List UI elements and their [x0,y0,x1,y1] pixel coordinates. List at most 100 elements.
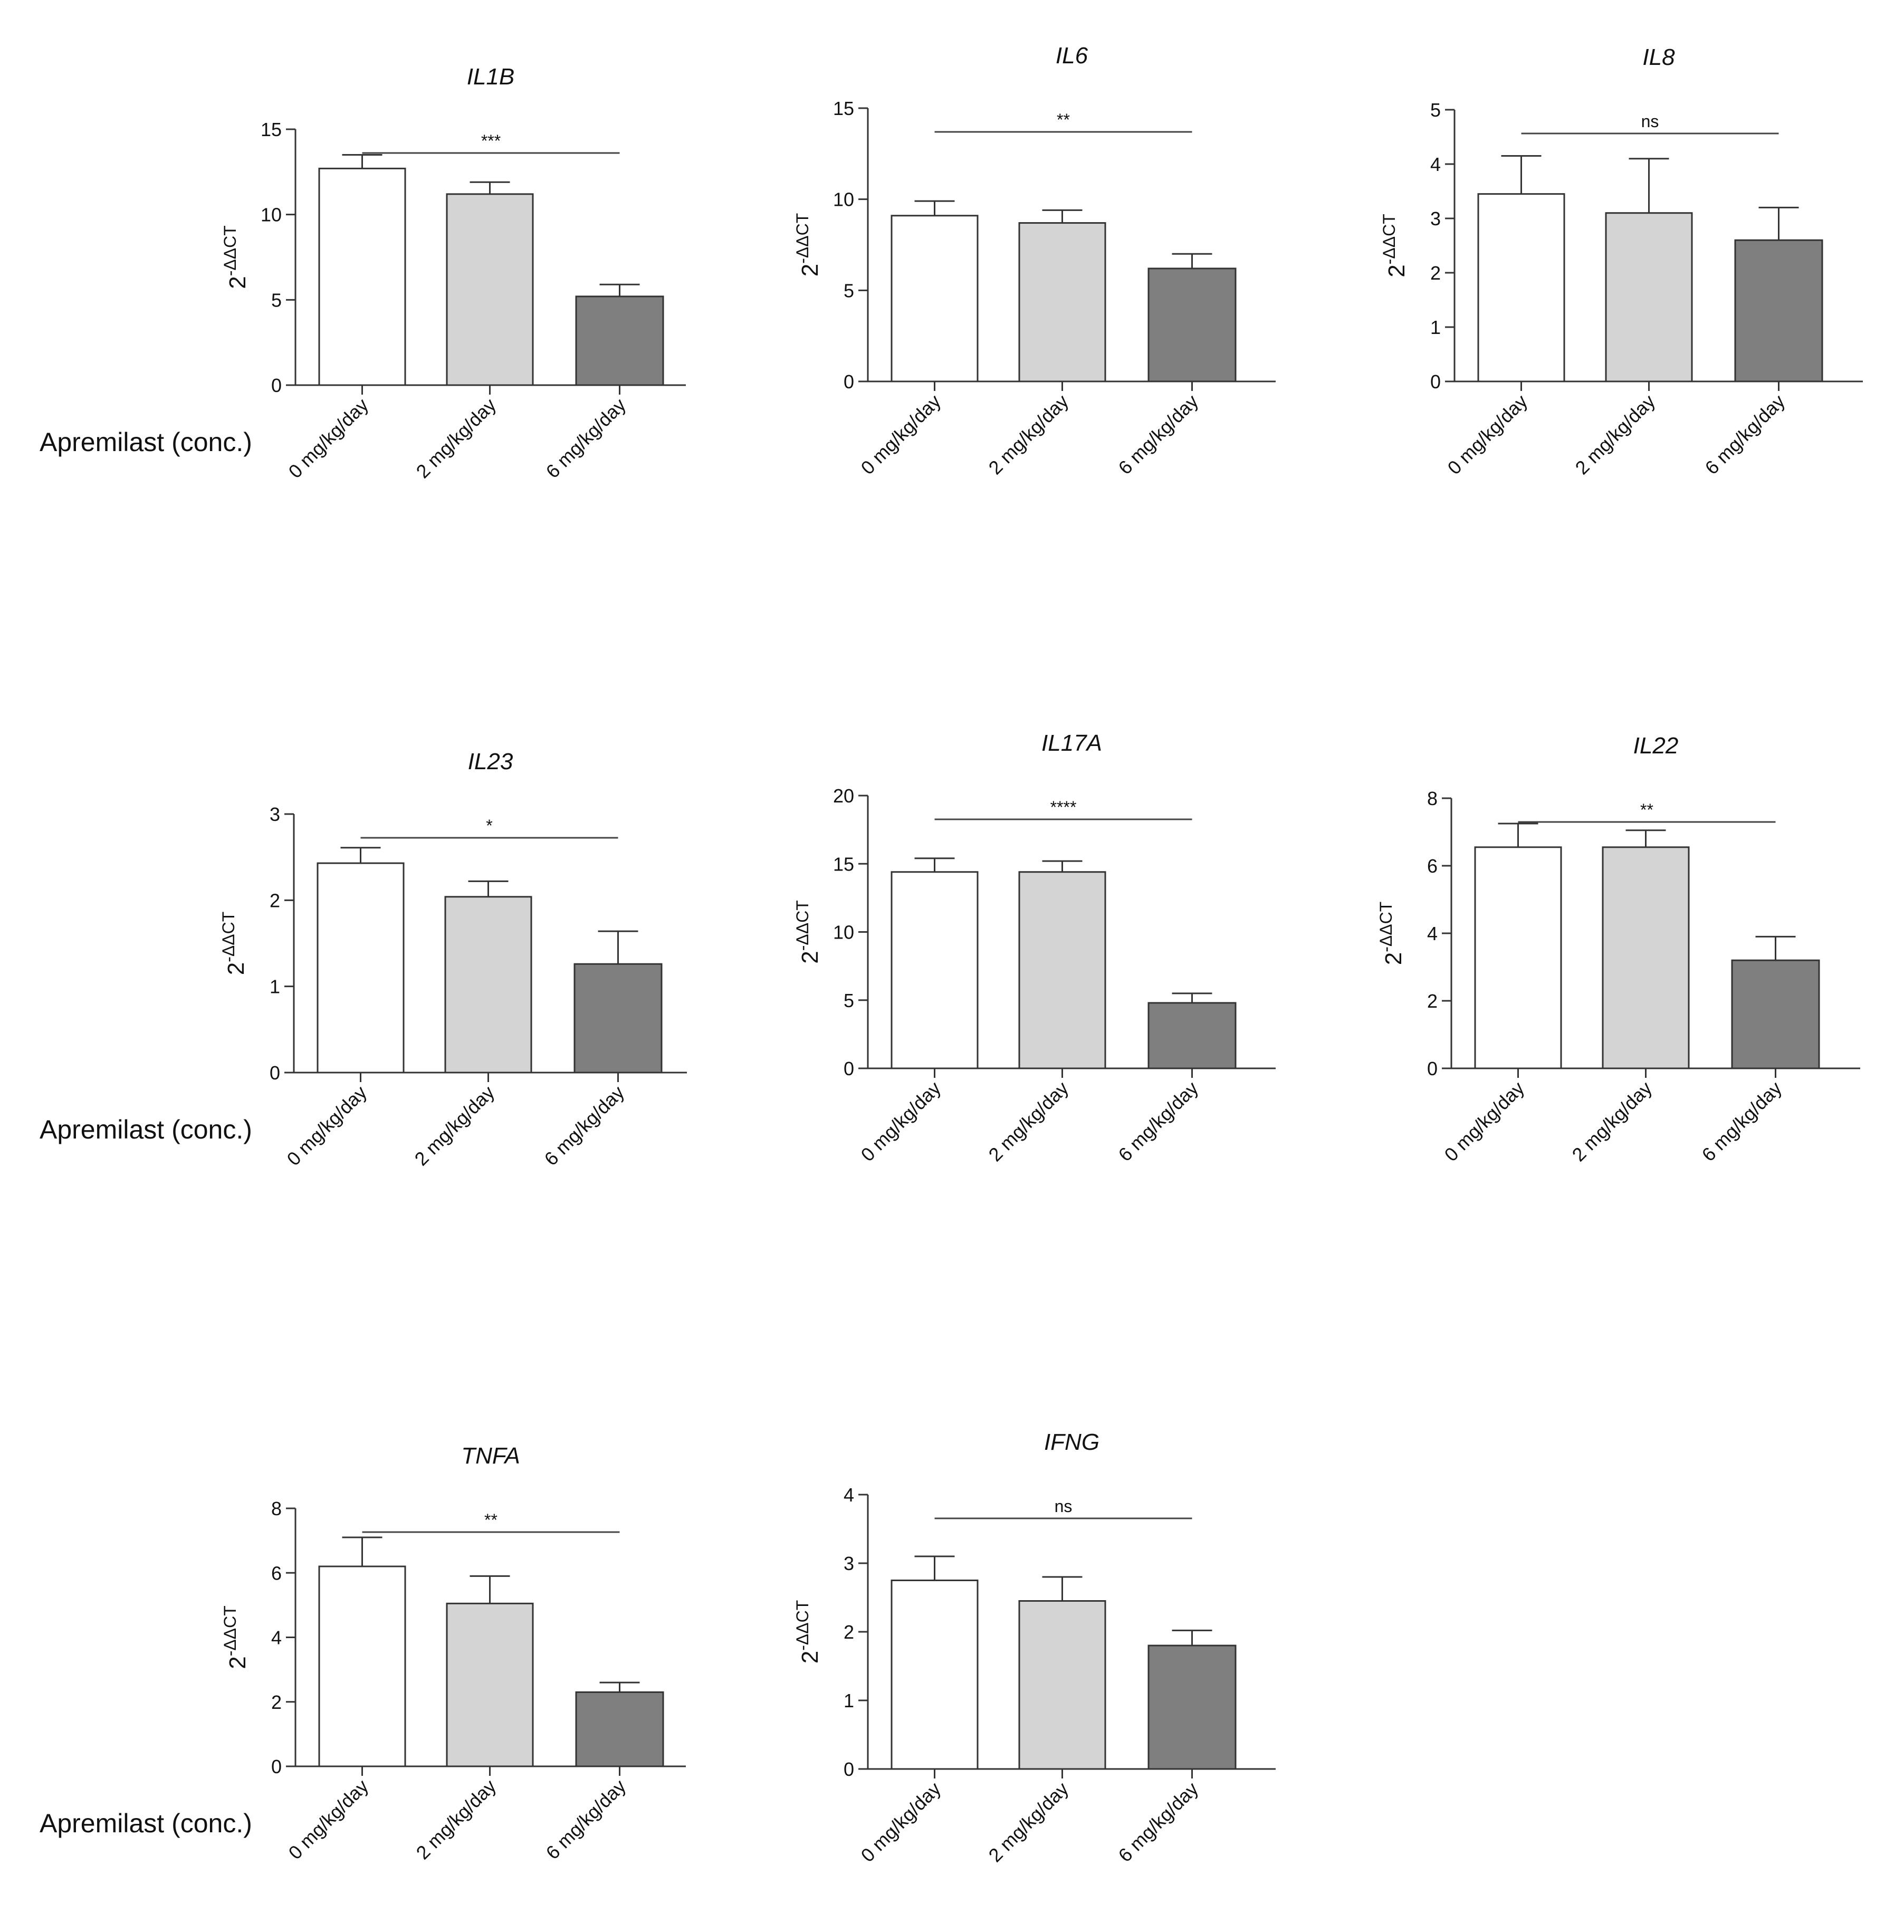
y-tick-label: 10 [261,204,282,226]
bar-2 [573,963,663,1074]
y-tick-label: 0 [844,1058,854,1079]
category-label-0: 0 mg/kg/day [1440,1077,1528,1166]
y-axis-label-exponent: -ΔΔCT [221,225,240,276]
y-tick-label: 0 [270,1062,280,1084]
chart-title: IL23 [468,749,513,774]
y-axis-label-exponent: -ΔΔCT [793,900,812,951]
category-label-2: 6 mg/kg/day [1114,1778,1202,1867]
x-group-label: Apremilast (conc.) [40,1115,252,1144]
bar-2 [1734,239,1823,382]
significance-label: ns [1641,112,1659,131]
category-label-2: 6 mg/kg/day [541,1775,630,1864]
chart-il1b: IL1B 0 5 10 15 2-ΔΔCT 0 mg/kg/day 2 mg/kg/day 6 … [40,64,686,482]
bar-1 [446,1602,534,1767]
y-tick-label: 0 [271,375,282,396]
bar-2 [1147,1002,1237,1069]
y-tick-label: 5 [844,990,854,1011]
y-tick-label: 4 [1427,923,1438,944]
bar-2 [575,1691,664,1767]
category-label-2: 6 mg/kg/day [1697,1077,1786,1166]
y-tick-label: 0 [271,1756,282,1777]
bar-2 [1147,267,1237,382]
chart-title: IL8 [1642,44,1675,70]
y-tick-label: 15 [261,119,282,140]
bar-1 [444,896,532,1074]
y-tick-label: 0 [1427,1058,1438,1079]
category-label-0: 0 mg/kg/day [856,1778,945,1867]
bar-2 [575,295,664,386]
y-tick-label: 6 [1427,855,1438,877]
significance-label: ** [1057,110,1070,129]
chart-il17a: IL17A 0 5 10 15 20 2-ΔΔCT 0 mg/kg/day 2 mg/kg/da… [793,730,1276,1165]
y-tick-label: 1 [844,1690,854,1711]
bar-0 [1477,193,1565,382]
category-label-0: 0 mg/kg/day [856,390,945,479]
category-label-1: 2 mg/kg/day [1567,1077,1656,1166]
y-axis-label-base: 2 [225,276,251,289]
y-tick-label: 3 [270,804,280,825]
significance-label: ** [484,1510,497,1529]
y-tick-label: 3 [1430,208,1441,229]
y-axis-label: 2-ΔΔCT [793,213,823,277]
chart-title: IFNG [1044,1429,1099,1455]
y-axis-label: 2-ΔΔCT [793,1600,823,1664]
category-label-0: 0 mg/kg/day [284,1775,372,1864]
category-label-1: 2 mg/kg/day [1571,390,1659,479]
bar-0 [891,871,979,1069]
bar-0 [318,167,406,386]
y-tick-label: 2 [270,890,280,911]
y-tick-label: 15 [833,853,854,875]
category-label-2: 6 mg/kg/day [1114,1077,1202,1166]
chart-title: TNFA [461,1443,520,1469]
y-tick-label: 4 [844,1484,854,1506]
y-tick-label: 2 [1427,990,1438,1012]
x-group-label: Apremilast (conc.) [40,1809,252,1838]
bar-1 [1018,222,1106,382]
bar-1 [1018,871,1106,1069]
chart-il6: IL6 0 5 10 15 2-ΔΔCT 0 mg/kg/day 2 mg/kg/day 6 m… [793,43,1276,479]
category-label-1: 2 mg/kg/day [412,394,500,483]
bar-2 [1731,959,1820,1069]
y-axis-label-base: 2 [797,1651,823,1663]
y-tick-label: 8 [1427,788,1438,809]
bar-1 [446,193,534,386]
x-group-label: Apremilast (conc.) [40,427,252,457]
bar-1 [1602,846,1690,1069]
y-tick-label: 1 [1430,317,1441,338]
y-axis-label-exponent: -ΔΔCT [1376,902,1395,952]
chart-title: IL6 [1056,43,1088,69]
chart-title: IL1B [467,64,515,90]
category-label-0: 0 mg/kg/day [282,1082,371,1170]
y-tick-label: 5 [844,280,854,301]
category-label-2: 6 mg/kg/day [1700,390,1789,479]
y-axis-label-base: 2 [797,951,823,963]
category-label-1: 2 mg/kg/day [984,390,1073,479]
significance-label: * [486,816,492,835]
category-label-1: 2 mg/kg/day [984,1778,1073,1867]
y-axis-label-exponent: -ΔΔCT [221,1605,240,1656]
bar-0 [891,215,979,382]
y-axis-label: 2-ΔΔCT [1376,902,1407,965]
y-tick-label: 5 [271,289,282,311]
y-tick-label: 0 [844,1758,854,1780]
significance-label: ns [1055,1497,1073,1516]
y-axis-label-exponent: -ΔΔCT [219,912,238,962]
bar-1 [1018,1600,1106,1770]
y-tick-label: 10 [833,922,854,943]
bar-0 [317,862,405,1074]
y-axis-label-exponent: -ΔΔCT [1380,214,1399,264]
y-tick-label: 2 [271,1691,282,1713]
y-tick-label: 3 [844,1553,854,1574]
significance-label: **** [1050,798,1077,817]
bar-1 [1605,212,1693,382]
chart-title: IL22 [1633,733,1679,759]
y-tick-label: 2 [844,1621,854,1643]
category-label-0: 0 mg/kg/day [1443,390,1532,479]
category-label-2: 6 mg/kg/day [540,1082,628,1170]
y-axis-label: 2-ΔΔCT [793,900,823,964]
y-tick-label: 4 [1430,154,1441,175]
